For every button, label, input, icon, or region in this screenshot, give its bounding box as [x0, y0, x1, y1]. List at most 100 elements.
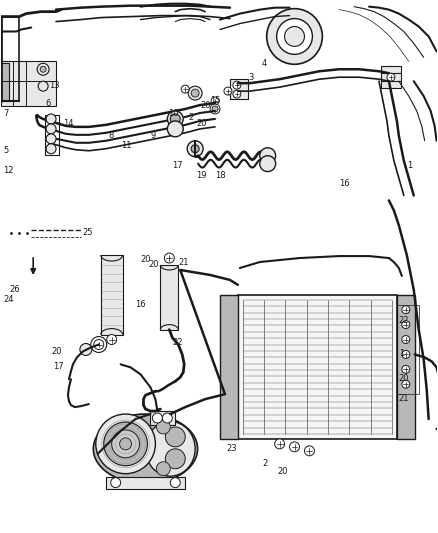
Text: 20: 20: [200, 101, 211, 110]
Bar: [397, 295, 415, 439]
Circle shape: [46, 114, 56, 124]
Text: 20: 20: [141, 255, 151, 264]
Circle shape: [402, 336, 410, 343]
Text: 20: 20: [196, 119, 207, 128]
Circle shape: [402, 380, 410, 388]
Text: 26: 26: [9, 285, 20, 294]
Circle shape: [112, 430, 140, 458]
Bar: [1, 63, 9, 101]
Circle shape: [210, 104, 220, 114]
Circle shape: [111, 478, 120, 488]
Circle shape: [94, 340, 104, 350]
Circle shape: [164, 253, 174, 263]
Circle shape: [188, 86, 202, 100]
Text: 6: 6: [45, 99, 50, 108]
Bar: [238, 295, 397, 439]
Text: 16: 16: [339, 179, 350, 188]
Bar: [101, 255, 123, 335]
Circle shape: [107, 335, 117, 344]
Bar: [160, 265, 178, 329]
Circle shape: [277, 19, 312, 54]
Circle shape: [290, 442, 300, 452]
Bar: [45, 115, 59, 155]
Circle shape: [96, 414, 155, 474]
Text: 22: 22: [399, 316, 410, 325]
Bar: [1, 61, 56, 106]
Text: 5: 5: [4, 146, 9, 155]
Text: 18: 18: [215, 171, 226, 180]
Circle shape: [156, 462, 170, 475]
Text: 2: 2: [263, 459, 268, 468]
Text: 1: 1: [407, 160, 412, 169]
Text: 24: 24: [4, 295, 14, 304]
Text: 25: 25: [83, 228, 93, 237]
Text: 20: 20: [278, 467, 288, 476]
Text: 12: 12: [4, 166, 14, 175]
Text: 22: 22: [172, 337, 183, 346]
Circle shape: [46, 134, 56, 144]
Text: 19: 19: [196, 171, 207, 180]
Text: 17: 17: [172, 160, 183, 169]
Circle shape: [167, 111, 183, 127]
Circle shape: [80, 343, 92, 356]
Circle shape: [152, 413, 162, 423]
Text: 23: 23: [226, 444, 237, 453]
Text: 13: 13: [49, 81, 60, 90]
Circle shape: [402, 351, 410, 358]
Circle shape: [387, 73, 395, 81]
Circle shape: [156, 420, 170, 434]
Circle shape: [402, 365, 410, 373]
Text: 16: 16: [135, 300, 146, 309]
Bar: [106, 477, 185, 489]
Circle shape: [165, 449, 185, 469]
Circle shape: [211, 97, 219, 105]
Text: 14: 14: [63, 119, 74, 128]
Ellipse shape: [93, 414, 198, 483]
Circle shape: [46, 144, 56, 154]
Bar: [381, 66, 401, 88]
Text: 4: 4: [262, 59, 267, 68]
Text: 8: 8: [109, 131, 114, 140]
Text: 20: 20: [51, 348, 62, 357]
Circle shape: [191, 145, 199, 153]
Circle shape: [402, 306, 410, 314]
Circle shape: [224, 87, 232, 95]
Circle shape: [267, 9, 322, 64]
Circle shape: [38, 81, 48, 91]
Circle shape: [170, 478, 180, 488]
Circle shape: [187, 141, 203, 157]
Circle shape: [162, 413, 172, 423]
Text: 1: 1: [399, 350, 404, 359]
Circle shape: [37, 63, 49, 75]
Text: 11: 11: [120, 141, 131, 150]
Circle shape: [402, 321, 410, 329]
Circle shape: [260, 156, 276, 172]
Bar: [230, 79, 248, 99]
Bar: [397, 305, 419, 394]
Circle shape: [304, 446, 314, 456]
Text: 17: 17: [53, 362, 64, 372]
Circle shape: [165, 427, 185, 447]
Circle shape: [233, 90, 241, 98]
Circle shape: [191, 89, 199, 97]
Bar: [220, 295, 238, 439]
Text: 7: 7: [4, 109, 9, 118]
Circle shape: [46, 124, 56, 134]
Circle shape: [212, 106, 218, 112]
Circle shape: [181, 85, 189, 93]
Text: 15: 15: [210, 96, 221, 105]
Circle shape: [40, 66, 46, 72]
Ellipse shape: [145, 422, 195, 476]
Text: 20: 20: [148, 260, 159, 269]
Bar: [150, 411, 175, 425]
Text: 20: 20: [399, 374, 410, 383]
Circle shape: [167, 121, 183, 137]
Text: 9: 9: [150, 131, 155, 140]
Circle shape: [233, 81, 241, 89]
Text: 2: 2: [188, 113, 194, 122]
Circle shape: [104, 422, 148, 466]
Circle shape: [285, 27, 304, 46]
Circle shape: [170, 114, 180, 124]
Text: 3: 3: [248, 73, 253, 82]
Text: 21: 21: [178, 258, 189, 267]
